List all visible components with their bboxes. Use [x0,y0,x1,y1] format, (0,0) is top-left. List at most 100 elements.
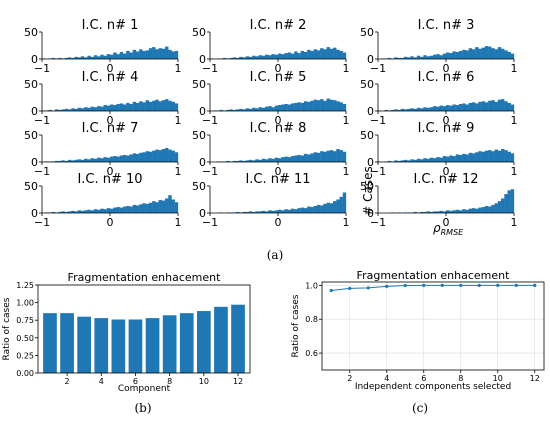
histogram-bar [110,208,114,213]
histogram-bar [510,189,515,213]
histogram-bar [132,101,137,111]
y-label: # Cases [361,166,375,216]
histogram-bar [77,57,82,59]
histogram-bar [303,208,308,213]
histogram-bar [174,50,179,59]
histogram-bar [484,102,489,111]
x-tick-label: 12 [233,377,243,386]
histogram-bar [155,202,159,213]
histogram-bar [252,211,256,213]
histogram-bar [455,105,460,111]
histogram-bar [429,55,434,59]
histogram-bar [51,211,56,213]
histogram-bar [90,210,94,213]
histogram-bar [501,198,505,213]
histogram-bar [333,100,337,111]
histogram-bar [258,159,262,162]
bar [60,313,74,373]
histogram-bar [413,108,418,111]
histogram-bar [507,151,511,162]
x-tick-label: 1 [343,62,350,75]
histogram-bar [297,102,301,111]
histogram-bar [336,101,340,111]
histogram-bar [423,211,427,213]
histogram-bar [242,160,246,162]
histogram-bar [248,211,253,213]
histogram-bar [458,210,463,213]
histogram-bar [462,153,466,162]
histogram-bar [455,51,460,59]
histogram-bar [316,152,321,162]
y-tick-label: 50 [360,78,374,91]
y-tick-label: 0 [367,207,374,220]
histogram-bar [245,160,250,162]
histogram-bar [290,156,295,162]
histogram-bar [258,55,262,59]
histogram-bar [135,205,140,213]
histogram-bar [165,46,169,59]
histogram-bar [333,151,337,162]
histogram-bar [494,101,498,111]
caption-c: (c) [412,401,428,415]
histogram-bar [67,159,72,162]
histogram-bar [429,107,434,111]
y-tick-label: 0.50 [16,334,34,343]
x-tick-label: −1 [34,62,50,75]
histogram-bar [248,159,253,162]
y-tick-label: 0 [199,105,206,118]
histogram-bar [446,52,450,59]
histogram-bar [171,150,175,162]
histogram-bar [423,55,427,59]
histogram-bar [161,100,166,111]
histogram-bar [129,103,133,111]
x-tick-label: 0 [275,216,282,229]
bar [145,318,160,373]
histogram-bar [507,190,511,213]
histogram-bar [165,198,169,213]
histogram-bar [116,54,120,59]
histogram-bar [274,105,279,111]
histogram-bar [439,55,443,59]
histogram-bar [442,53,447,59]
histogram-bar [491,151,495,162]
x-tick-label: 1 [343,114,350,127]
histogram-bar [268,210,272,213]
series-line [331,284,535,291]
histogram-bar [475,208,479,213]
y-tick-label: 0 [31,207,38,220]
histogram-bar [342,103,347,111]
histogram-bar [158,101,162,111]
histogram-bar [261,55,266,59]
histogram-bar [310,207,314,213]
histogram-bar [471,153,476,162]
histogram-bar [161,48,166,59]
plot-frame [321,281,545,371]
panel-title: I.C. n# 10 [77,172,142,187]
histogram-bar [294,155,298,162]
histogram-bar [100,158,104,162]
histogram-bar [106,105,111,111]
histogram-bar [497,99,502,111]
histogram-bar [67,211,72,213]
histogram-bar [284,53,288,59]
histogram-bar [484,205,489,213]
histogram-bar [494,149,498,162]
x-tick-label: 1 [511,114,518,127]
histogram-bar [287,209,292,213]
x-tick-label: 1 [343,165,350,178]
histogram-bar [119,51,124,59]
histogram-bar [116,207,120,213]
histogram-bar [232,160,237,162]
histogram-bar [119,155,124,162]
histogram-bar [219,109,224,111]
histogram-bar [90,56,94,59]
histogram-bar [129,154,133,162]
histogram-bar [387,160,392,162]
histogram-bar [465,154,469,162]
data-point [329,288,333,293]
histogram-bar [119,207,124,213]
histogram-bar [488,150,492,162]
histogram-bar [313,49,318,59]
y-tick-label: 50 [360,180,374,193]
histogram-bar [271,210,275,213]
